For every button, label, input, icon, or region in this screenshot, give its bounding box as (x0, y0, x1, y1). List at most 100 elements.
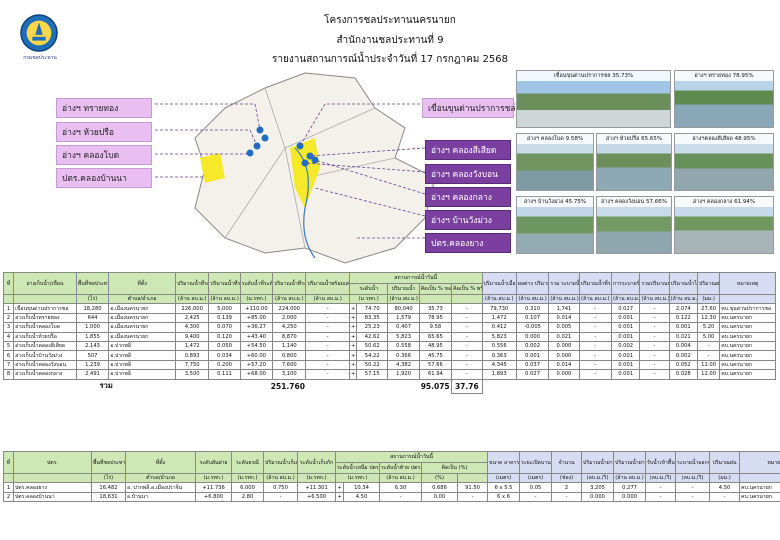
table-cell: คบ.นครนายก (739, 491, 780, 503)
table-cell: - (578, 331, 612, 342)
table-cell: 0.002 (515, 340, 550, 352)
table-cell: +11.301 (297, 482, 336, 493)
table-cell: 10.34 (343, 482, 380, 493)
table-row: 5 อ่างเก็บน้ำคลองสีเสียด 2,143 อ.ปากพลี 1,47… (2, 340, 776, 352)
table-cell: 0.037 (515, 359, 550, 371)
table-cell: คบ.นครนายก (719, 331, 776, 342)
table-cell: - (709, 491, 741, 503)
table-cell: 6.30 (379, 482, 422, 493)
table-cell: 12.00 (696, 369, 721, 380)
table-cell: 0.558 (387, 340, 420, 352)
table-cell: + (348, 303, 358, 314)
table-cell: 5 (2, 340, 15, 352)
table-cell: + (335, 482, 344, 493)
table-cell: - (305, 340, 350, 352)
table-cell: 0.000 (548, 369, 580, 380)
table-cell: คบ.นครนายก (719, 312, 776, 324)
table-cell: 1,920 (387, 369, 420, 380)
table-cell: 0.000 (548, 350, 580, 361)
table-cell: อ.เมืองนครนายก (108, 322, 176, 333)
table-row: 3 อ่างเก็บน้ำคลองโบด 1,000 อ.เมืองนครนายก 4,… (2, 322, 776, 333)
table-cell: 3 (2, 322, 15, 333)
table-cell: 45.75 (418, 350, 453, 361)
table-cell: 0.363 (481, 350, 517, 361)
table-cell: 91.50 (456, 482, 489, 493)
table-cell: - (451, 340, 483, 352)
table-cell: +54.50 (239, 340, 274, 352)
table-cell: +36.27 (239, 322, 274, 333)
table-cell: 0.001 (515, 350, 550, 361)
table-cell: 507 (75, 350, 110, 361)
label-wang-bon: อ่างฯ คลองวังบอน (425, 164, 511, 184)
table-cell: 0.277 (613, 482, 647, 493)
table-cell: 4,300 (174, 322, 210, 333)
table-cell: 0.412 (481, 322, 517, 333)
table-cell: คบ.นครนายก (739, 482, 780, 493)
table-cell: 0.001 (610, 369, 641, 380)
table-cell: 0.05 (519, 482, 553, 493)
table-cell: 27.60 (696, 303, 721, 314)
table-cell: 0.407 (387, 322, 420, 333)
table-cell: - (519, 491, 553, 503)
table-cell: - (305, 331, 350, 342)
table-cell: 0.200 (208, 359, 241, 371)
table-cell: 0.001 (610, 312, 641, 324)
table-cell: 2 (2, 312, 15, 324)
table-cell: 4,382 (387, 359, 420, 371)
table-cell: 4,345 (481, 359, 517, 371)
table-cell: 16,482 (91, 482, 126, 493)
department-seal-icon (20, 14, 58, 52)
label-sai-thong: อ่างฯ ทรายทอง (56, 98, 152, 118)
reservoir-table: ที่ อ่างเก็บน้ำ/เขื่อน พื้นที่ชลประทาน ท… (2, 272, 776, 394)
table-cell: 0.021 (668, 331, 698, 342)
gate-unit-row: (ไร่) ตำบล/อำเภอ (ม.รทก.) (ม.รทก.) (ล้าน ล… (3, 472, 780, 484)
table-cell: 0.310 (515, 303, 550, 314)
table-cell: 2 (551, 482, 583, 493)
table-cell: 0.014 (548, 359, 580, 371)
photo-khun-dan-dam: เขื่อนขุนด่านปราการชล 35.73% (516, 70, 671, 128)
table-cell: +6.500 (297, 491, 336, 503)
table-cell: เขื่อนขุนด่านปราการชล (13, 303, 77, 314)
table-cell: - (578, 340, 612, 352)
table-cell: - (639, 340, 670, 352)
table-cell: - (578, 312, 612, 324)
table-cell: - (305, 350, 350, 361)
table-cell: + (348, 331, 358, 342)
table-cell: - (305, 312, 350, 324)
table-cell: อ.เมืองนครนายก (108, 303, 176, 314)
photo-sai-thong: อ่างฯ ทรายทอง 78.95% (674, 70, 774, 128)
table-cell: 1 (2, 303, 15, 314)
table-cell: 3,100 (272, 369, 307, 380)
table-row: 2 อ่างเก็บน้ำทรายทอง 644 อ.เมืองนครนายก 2,42… (2, 312, 776, 324)
table-cell: 0.800 (272, 350, 307, 361)
table-cell: อ.เมืองนครนายก (108, 331, 176, 342)
table-cell: 1 (3, 482, 14, 493)
table-cell: 61.94 (418, 369, 453, 380)
table-cell: อ.ปากพลี (108, 350, 176, 361)
table-cell: 0.027 (515, 369, 550, 380)
table-cell: - (305, 369, 350, 380)
table-cell: 1,239 (75, 359, 110, 371)
table-row: 7 อ่างเก็บน้ำคลองวังบอน 1,239 อ.ปากพลี 7,750… (2, 359, 776, 371)
label-yang-gate: ปตร.คลองยาง (425, 233, 511, 253)
table-cell: 0.004 (668, 340, 698, 352)
table-cell: + (335, 491, 344, 503)
table-cell: 42.62 (356, 331, 389, 342)
table-cell: 0.00 (421, 491, 458, 503)
table-cell: คบ.นครนายก (719, 369, 776, 380)
table-cell: + (348, 350, 358, 361)
table-cell: 0.000 (613, 491, 647, 503)
table-cell: 0.002 (668, 350, 698, 361)
table-cell: 6.000 (231, 482, 264, 493)
table-cell: - (639, 303, 670, 314)
table-cell: 0.028 (668, 369, 698, 380)
table-cell: 0.027 (610, 303, 641, 314)
label-khlong-bod: อ่างฯ คลองโบด (56, 145, 152, 165)
table-cell: อ่างเก็บน้ำทรายทอง (13, 312, 77, 324)
table-cell: 0.750 (263, 482, 298, 493)
table-cell: - (451, 350, 483, 361)
table-cell: - (451, 303, 483, 314)
table-cell: +110.00 (239, 303, 274, 314)
table-cell: 3.205 (581, 482, 615, 493)
table-cell: 50.22 (356, 359, 389, 371)
